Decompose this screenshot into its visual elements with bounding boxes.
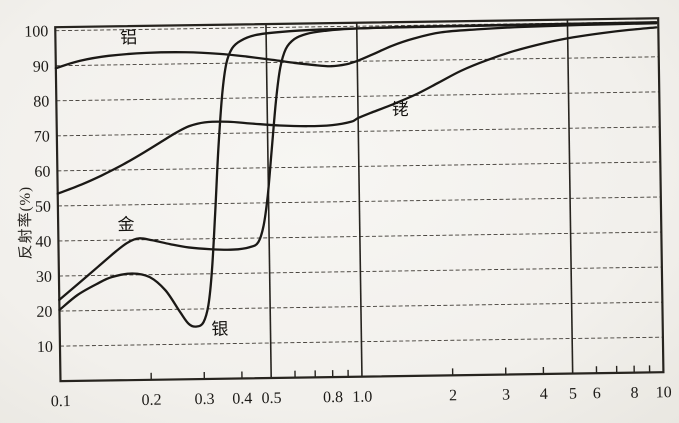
plot-border [54, 17, 665, 383]
y-tick-label-80: 80 [33, 93, 49, 110]
x-tick-label-10: 10 [656, 384, 672, 401]
y-tick-label-100: 100 [24, 23, 48, 40]
y-tick-label-60: 60 [34, 163, 50, 180]
gridline-x-5 [566, 19, 574, 374]
x-tick-label-8: 8 [630, 385, 638, 402]
x-tick-label-5: 5 [569, 385, 577, 402]
y-tick-label-50: 50 [35, 199, 51, 216]
y-tick-label-30: 30 [36, 269, 52, 286]
x-tick-label-0.2: 0.2 [141, 392, 161, 409]
y-tick-label-90: 90 [33, 58, 49, 75]
series-label-silver: 银 [211, 320, 228, 339]
series-curve-aluminum [54, 22, 658, 70]
y-tick-label-40: 40 [35, 234, 51, 251]
series-label-rhodium: 铑 [392, 100, 409, 119]
x-tick-label-0.4: 0.4 [232, 390, 252, 407]
gridline-x-0.5 [265, 24, 273, 379]
y-tick-label-20: 20 [36, 304, 52, 321]
y-axis-title: 反射率(%) [17, 185, 35, 260]
x-tick-label-0.5: 0.5 [261, 390, 281, 407]
y-tick-label-10: 10 [37, 339, 53, 356]
x-tick-label-3: 3 [502, 386, 510, 403]
series-curve-silver [58, 21, 658, 328]
gridline-x-1 [355, 22, 363, 377]
x-tick-label-0.1: 0.1 [51, 393, 71, 410]
series-label-gold: 金 [117, 215, 134, 234]
x-tick-label-4: 4 [540, 386, 548, 403]
series-curve-rhodium [56, 26, 658, 195]
series-label-aluminum: 铝 [120, 28, 137, 47]
y-tick-label-70: 70 [34, 128, 50, 145]
x-tick-label-0.8: 0.8 [323, 389, 343, 406]
x-tick-label-2: 2 [449, 387, 457, 404]
x-tick-label-6: 6 [593, 385, 601, 402]
x-tick-label-0.3: 0.3 [195, 391, 215, 408]
x-tick-label-1.0: 1.0 [352, 389, 372, 406]
